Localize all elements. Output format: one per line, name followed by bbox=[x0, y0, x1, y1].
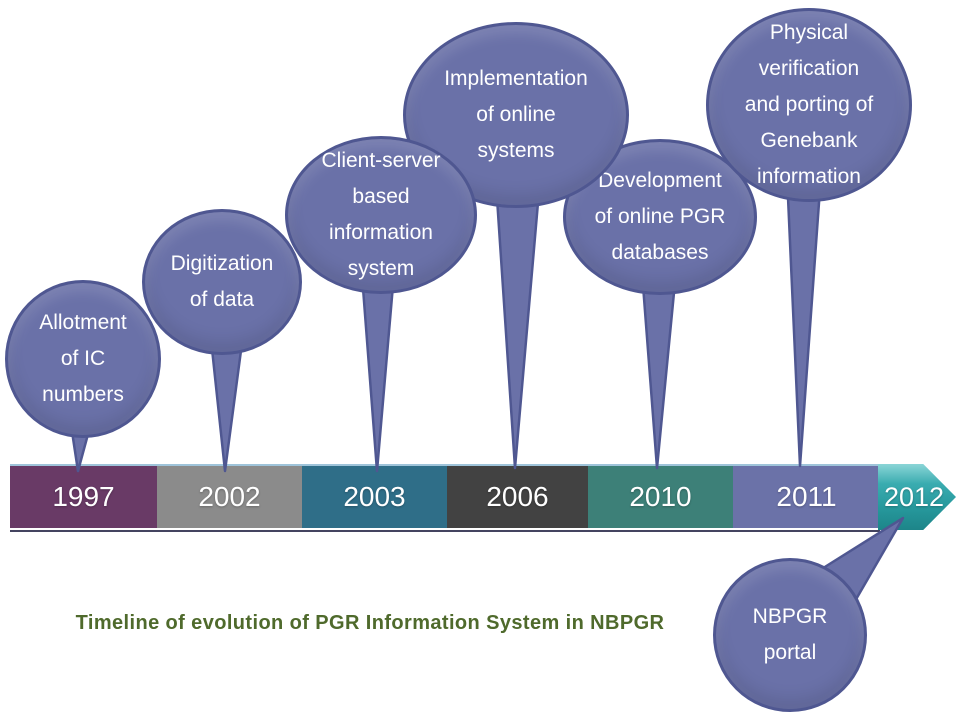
balloon-text-line: Digitization bbox=[170, 252, 274, 275]
balloon-text-line: Development bbox=[598, 169, 722, 192]
balloon-text-line: portal bbox=[763, 641, 817, 664]
year-label-2006: 2006 bbox=[486, 481, 549, 512]
segment-2010: 2010 bbox=[588, 466, 733, 528]
year-label-2002: 2002 bbox=[198, 481, 261, 512]
segment-2002: 2002 bbox=[157, 466, 302, 528]
segment-2012-arrow: 2012 bbox=[878, 464, 956, 530]
balloon-text-line: information bbox=[757, 165, 861, 188]
balloon-physical-verification-genebank: Physical verification and porting of Gen… bbox=[706, 8, 912, 202]
year-label-1997: 1997 bbox=[52, 481, 115, 512]
balloon-text-line: and porting of bbox=[744, 93, 874, 116]
balloon-text-line: of online PGR bbox=[594, 205, 726, 228]
tail-2011-pointer bbox=[785, 173, 823, 468]
balloon-text-line: of online bbox=[476, 103, 556, 126]
balloon-digitization-of-data: Digitization of data bbox=[142, 209, 302, 355]
balloon-text-line: Implementation bbox=[444, 67, 588, 90]
balloon-nbpgr-portal: NBPGR portal bbox=[713, 558, 867, 712]
year-label-2012: 2012 bbox=[884, 481, 945, 512]
timeline-bar: 1997 2002 2003 2006 2010 2011 bbox=[10, 464, 880, 530]
balloon-text-line: of IC bbox=[60, 347, 106, 370]
balloon-text-line: systems bbox=[477, 139, 555, 162]
balloon-text-line: based bbox=[352, 185, 410, 208]
balloon-text-line: numbers bbox=[42, 383, 124, 406]
segment-2003: 2003 bbox=[302, 466, 447, 528]
balloon-text-line: Client-server bbox=[321, 149, 441, 172]
segment-1997: 1997 bbox=[10, 466, 157, 528]
slide-caption: Timeline of evolution of PGR Information… bbox=[75, 612, 665, 634]
tail-2006-pointer bbox=[493, 166, 543, 470]
year-label-2011: 2011 bbox=[776, 481, 837, 512]
balloon-text-line: NBPGR bbox=[752, 605, 828, 628]
year-label-2010: 2010 bbox=[629, 481, 692, 512]
balloon-text-line: verification bbox=[758, 57, 860, 80]
balloon-text-line: system bbox=[347, 257, 415, 280]
balloon-text-line: Physical bbox=[769, 21, 849, 44]
segment-2011: 2011 bbox=[733, 466, 880, 528]
balloon-text-line: databases bbox=[611, 241, 709, 264]
balloon-text-line: of data bbox=[189, 288, 255, 311]
balloon-allotment-of-ic-numbers: Allotment of IC numbers bbox=[5, 280, 161, 438]
year-label-2003: 2003 bbox=[343, 481, 406, 512]
balloon-client-server-system: Client-server based information system bbox=[285, 136, 477, 294]
balloon-text-line: Allotment bbox=[39, 311, 127, 334]
tail-2010-pointer bbox=[640, 270, 678, 470]
balloon-text-line: Genebank bbox=[760, 129, 858, 152]
balloon-text-line: information bbox=[329, 221, 433, 244]
segment-2006: 2006 bbox=[447, 466, 588, 528]
